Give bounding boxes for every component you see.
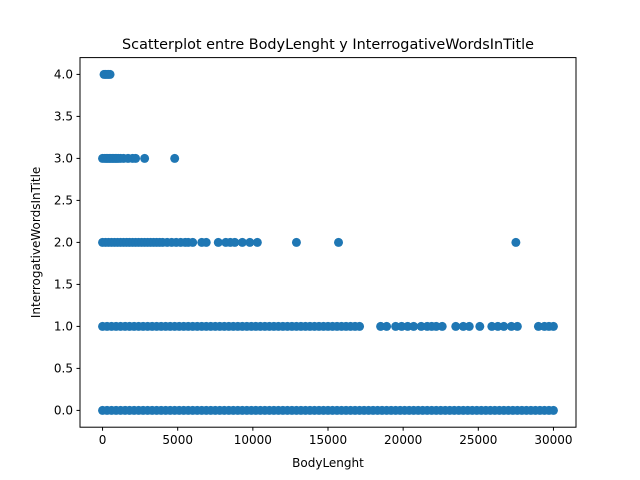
x-axis-title: BodyLenght (292, 456, 364, 470)
y-tick-label: 2.5 (54, 194, 73, 208)
data-point (382, 321, 392, 331)
x-tick-label: 0 (99, 433, 107, 447)
data-point (511, 237, 521, 247)
data-point (475, 321, 485, 331)
data-point (291, 237, 301, 247)
data-point (355, 321, 365, 331)
y-tick-label: 1.5 (54, 278, 73, 292)
data-point (140, 153, 150, 163)
y-tick-label: 4.0 (54, 68, 73, 82)
data-point (201, 237, 211, 247)
data-point (105, 69, 115, 79)
y-tick-label: 1.0 (54, 320, 73, 334)
data-point (131, 153, 141, 163)
y-tick-label: 0.5 (54, 362, 73, 376)
data-point (548, 405, 558, 415)
x-tick-label: 5000 (162, 433, 193, 447)
x-axis: 0 5000 10000 15000 20000 25000 30000 (99, 427, 573, 447)
x-tick-label: 30000 (534, 433, 572, 447)
data-point (170, 153, 180, 163)
data-point (237, 237, 247, 247)
x-tick-label: 15000 (309, 433, 347, 447)
data-point (252, 237, 262, 247)
data-point (334, 237, 344, 247)
data-point (245, 237, 255, 247)
x-tick-label: 20000 (384, 433, 422, 447)
chart-title: Scatterplot entre BodyLenght y Interroga… (122, 37, 534, 53)
data-point (451, 321, 461, 331)
y-axis-title: InterrogativeWordsInTitle (29, 167, 43, 318)
data-point (512, 321, 522, 331)
data-point (548, 321, 558, 331)
y-axis: 0.0 0.5 1.0 1.5 2.0 2.5 3.0 3.5 4.0 (54, 68, 80, 418)
data-point (213, 237, 223, 247)
data-point (499, 321, 509, 331)
data-point (230, 237, 240, 247)
data-point (437, 321, 447, 331)
y-tick-label: 2.0 (54, 236, 73, 250)
y-tick-label: 3.5 (54, 110, 73, 124)
data-point (188, 237, 198, 247)
data-point (409, 321, 419, 331)
x-tick-label: 10000 (234, 433, 272, 447)
data-points (98, 69, 558, 415)
data-point (464, 321, 474, 331)
x-tick-label: 25000 (459, 433, 497, 447)
y-tick-label: 3.0 (54, 152, 73, 166)
y-tick-label: 0.0 (54, 404, 73, 418)
